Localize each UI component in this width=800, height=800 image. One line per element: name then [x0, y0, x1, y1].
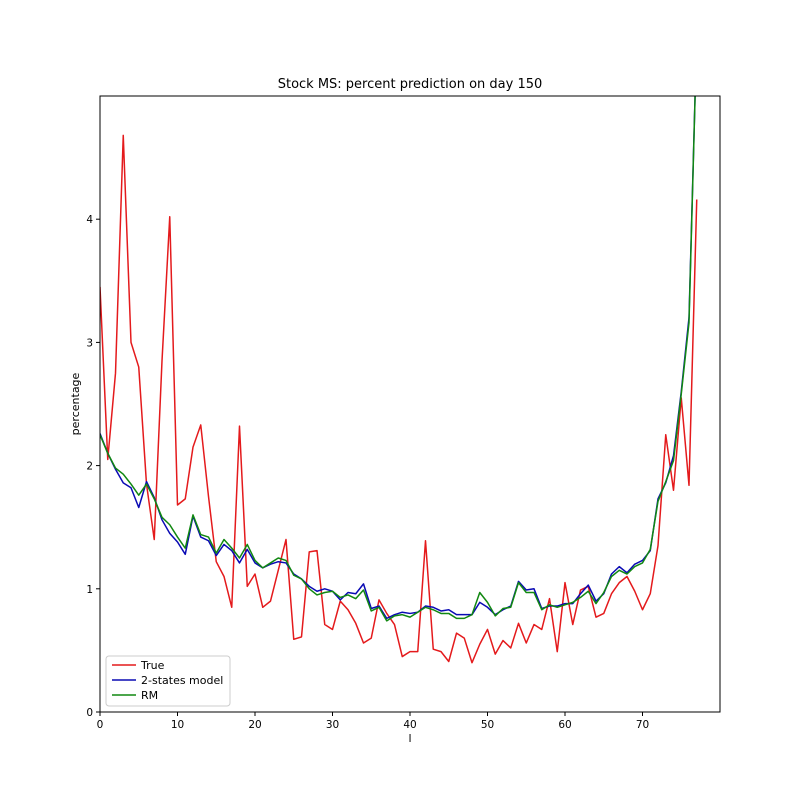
- y-axis-label: percentage: [69, 372, 82, 435]
- x-axis-label: l: [408, 732, 411, 745]
- x-axis: 0 10 20 30 40 50 60 70: [97, 712, 649, 731]
- series-line-2-states-model: [100, 96, 696, 620]
- x-tick-label: 10: [171, 719, 184, 731]
- y-tick-label: 4: [86, 214, 93, 226]
- y-tick-label: 3: [86, 337, 93, 349]
- chart-title: Stock MS: percent prediction on day 150: [278, 77, 543, 92]
- series-line-rm: [100, 96, 696, 622]
- legend-entry: RM: [141, 689, 158, 702]
- y-axis: 0 1 2 3 4: [86, 214, 100, 719]
- x-tick-label: 0: [97, 719, 104, 731]
- series-line-true: [100, 134, 698, 664]
- x-tick-label: 50: [481, 719, 494, 731]
- x-tick-label: 30: [326, 719, 339, 731]
- y-tick-label: 1: [86, 584, 93, 596]
- y-tick-label: 2: [86, 461, 93, 473]
- legend-entry: 2-states model: [141, 674, 223, 687]
- x-tick-label: 60: [558, 719, 571, 731]
- x-tick-label: 70: [636, 719, 649, 731]
- y-tick-label: 0: [86, 707, 93, 719]
- plot-frame: [99, 95, 721, 713]
- series-layer: [100, 96, 698, 664]
- x-tick-label: 40: [403, 719, 416, 731]
- legend-box: [105, 655, 231, 707]
- legend-entry: True: [140, 659, 165, 672]
- x-tick-label: 20: [248, 719, 261, 731]
- legend: True 2-states model RM: [105, 655, 231, 707]
